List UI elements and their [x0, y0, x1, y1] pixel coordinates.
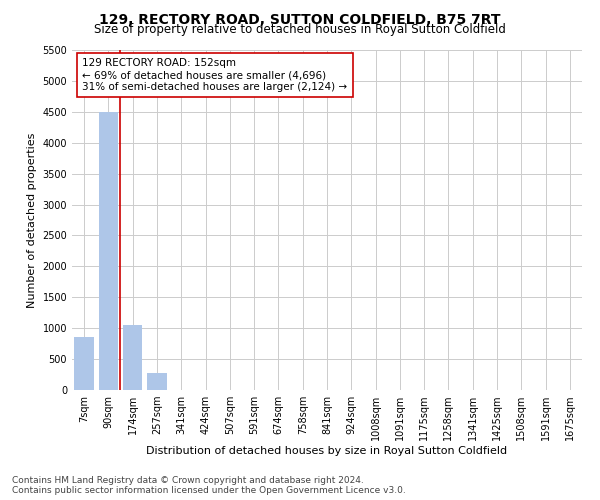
X-axis label: Distribution of detached houses by size in Royal Sutton Coldfield: Distribution of detached houses by size …	[146, 446, 508, 456]
Bar	[74, 338, 94, 390]
Text: Size of property relative to detached houses in Royal Sutton Coldfield: Size of property relative to detached ho…	[94, 22, 506, 36]
Bar	[99, 112, 118, 390]
Bar	[123, 325, 142, 390]
Text: Contains HM Land Registry data © Crown copyright and database right 2024.
Contai: Contains HM Land Registry data © Crown c…	[12, 476, 406, 495]
Bar	[147, 372, 167, 390]
Text: 129 RECTORY ROAD: 152sqm
← 69% of detached houses are smaller (4,696)
31% of sem: 129 RECTORY ROAD: 152sqm ← 69% of detach…	[82, 58, 347, 92]
Text: 129, RECTORY ROAD, SUTTON COLDFIELD, B75 7RT: 129, RECTORY ROAD, SUTTON COLDFIELD, B75…	[99, 12, 501, 26]
Y-axis label: Number of detached properties: Number of detached properties	[27, 132, 37, 308]
